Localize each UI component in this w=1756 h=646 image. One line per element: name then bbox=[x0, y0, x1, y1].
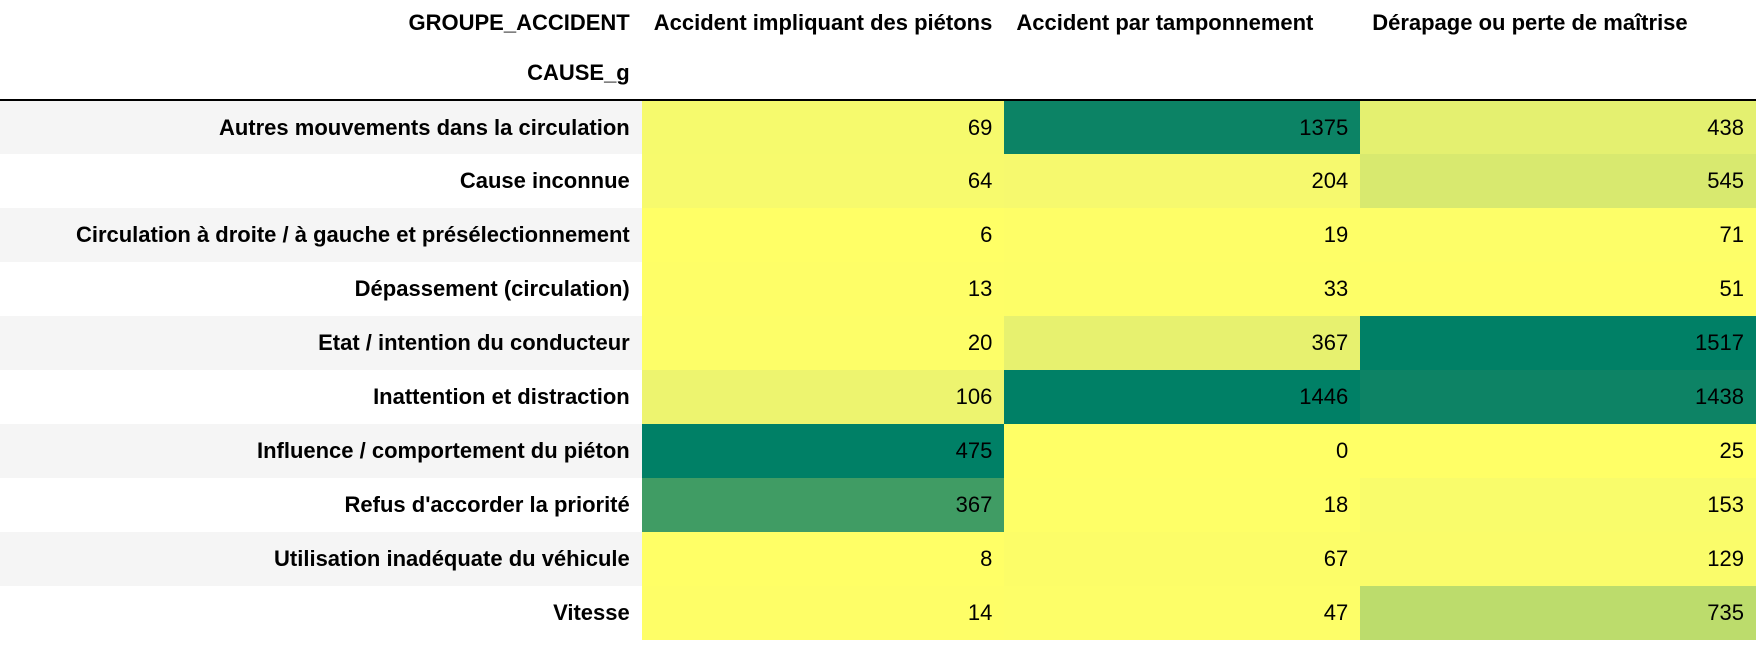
table-row: Refus d'accorder la priorité 367 18 153 bbox=[0, 478, 1756, 532]
heatmap-cell: 69 bbox=[641, 100, 1005, 154]
heatmap-cell: 545 bbox=[1360, 154, 1756, 208]
row-label: Refus d'accorder la priorité bbox=[344, 492, 630, 517]
heatmap-cell: 129 bbox=[1360, 532, 1756, 586]
table-row: Vitesse 14 47 735 bbox=[0, 586, 1756, 640]
heatmap-cell: 367 bbox=[641, 478, 1005, 532]
empty-header-cell bbox=[1360, 46, 1756, 101]
table-row: Inattention et distraction 106 1446 1438 bbox=[0, 370, 1756, 424]
empty-header-cell bbox=[641, 46, 1005, 101]
heatmap-body: Autres mouvements dans la circulation 69 1… bbox=[0, 100, 1756, 640]
index-name-row: CAUSE_g bbox=[0, 46, 1756, 101]
heatmap-cell: 18 bbox=[1004, 478, 1361, 532]
heatmap-cell: 8 bbox=[641, 532, 1005, 586]
heatmap-cell: 64 bbox=[641, 154, 1005, 208]
heatmap-cell: 204 bbox=[1004, 154, 1361, 208]
heatmap-cell: 1375 bbox=[1004, 100, 1361, 154]
heatmap-cell: 0 bbox=[1004, 424, 1361, 478]
heatmap-cell: 1438 bbox=[1360, 370, 1756, 424]
heatmap-cell: 13 bbox=[641, 262, 1005, 316]
heatmap-cell: 67 bbox=[1004, 532, 1361, 586]
heatmap-cell: 25 bbox=[1360, 424, 1756, 478]
heatmap-cell: 367 bbox=[1004, 316, 1361, 370]
row-label: Etat / intention du conducteur bbox=[0, 316, 642, 370]
empty-header-cell bbox=[1004, 46, 1361, 101]
column-header: Accident impliquant des piétons bbox=[653, 10, 993, 35]
table-row: Etat / intention du conducteur 20 367 1517 bbox=[0, 316, 1756, 370]
table-row: Autres mouvements dans la circulation 69 1… bbox=[0, 100, 1756, 154]
heatmap-cell: 51 bbox=[1360, 262, 1756, 316]
heatmap-cell: 438 bbox=[1360, 100, 1756, 154]
column-header: Dérapage ou perte de maîtrise bbox=[1372, 10, 1688, 35]
table-row: Influence / comportement du piéton 475 0 25 bbox=[0, 424, 1756, 478]
table-row: Dépassement (circulation) 13 33 51 bbox=[0, 262, 1756, 316]
row-label: Dépassement (circulation) bbox=[354, 276, 630, 301]
row-label: Autres mouvements dans la circulation bbox=[0, 100, 642, 154]
index-name-label: CAUSE_g bbox=[0, 46, 642, 101]
row-label: Utilisation inadéquate du véhicule bbox=[0, 532, 642, 586]
columns-name-label: GROUPE_ACCIDENT bbox=[408, 10, 630, 35]
row-label: Vitesse bbox=[553, 600, 630, 625]
table-row: Utilisation inadéquate du véhicule 8 67 129 bbox=[0, 532, 1756, 586]
heatmap-cell: 33 bbox=[1004, 262, 1361, 316]
row-label: Circulation à droite / à gauche et présé… bbox=[0, 208, 642, 262]
row-label: Inattention et distraction bbox=[373, 384, 630, 409]
heatmap-cell: 1517 bbox=[1360, 316, 1756, 370]
table-row: Cause inconnue 64 204 545 bbox=[0, 154, 1756, 208]
column-header: Accident par tamponnement bbox=[1016, 10, 1314, 35]
heatmap-cell: 47 bbox=[1004, 586, 1361, 640]
heatmap-cell: 735 bbox=[1360, 586, 1756, 640]
heatmap-cell: 153 bbox=[1360, 478, 1756, 532]
heatmap-cell: 19 bbox=[1004, 208, 1361, 262]
heatmap-cell: 14 bbox=[641, 586, 1005, 640]
heatmap-cell: 475 bbox=[641, 424, 1005, 478]
heatmap-cell: 20 bbox=[641, 316, 1005, 370]
row-label: Cause inconnue bbox=[459, 168, 630, 193]
table-row: Circulation à droite / à gauche et présé… bbox=[0, 208, 1756, 262]
heatmap-cell: 106 bbox=[641, 370, 1005, 424]
heatmap-cell: 1446 bbox=[1004, 370, 1361, 424]
heatmap-cell: 6 bbox=[641, 208, 1005, 262]
column-header-row: GROUPE_ACCIDENT Accident impliquant des … bbox=[0, 0, 1756, 46]
row-label: Influence / comportement du piéton bbox=[0, 424, 642, 478]
heatmap-cell: 71 bbox=[1360, 208, 1756, 262]
